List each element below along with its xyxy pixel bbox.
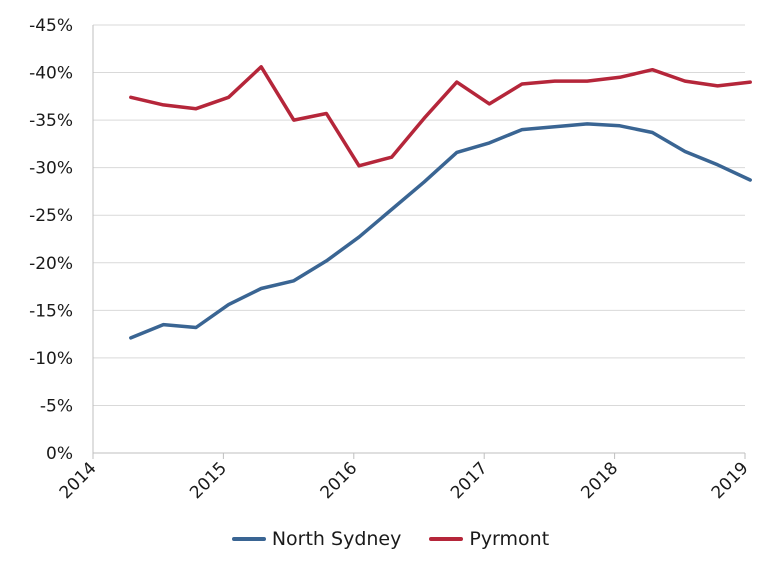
y-tick-label: -15%	[29, 301, 73, 321]
legend-label-pyrmont: Pyrmont	[469, 528, 550, 550]
legend-swatch-north-sydney	[231, 537, 266, 541]
y-tick-label: -25%	[29, 206, 73, 226]
y-tick-label: 0%	[46, 444, 73, 464]
y-tick-label: -5%	[40, 396, 73, 416]
y-axis-ticks: 0% -5% -10% -15% -20% -25% -30% -35% -40% -45%	[29, 16, 73, 464]
series-line-north-sydney	[129, 122, 752, 340]
series-lines	[129, 65, 752, 340]
y-tick-label: -20%	[29, 254, 73, 274]
y-tick-label: -30%	[29, 159, 73, 179]
y-tick-label: -35%	[29, 111, 73, 131]
grid-lines	[92, 24, 745, 454]
y-tick-label: -40%	[29, 64, 73, 84]
y-tick-label: -45%	[29, 16, 73, 36]
legend-swatch-pyrmont	[429, 537, 464, 541]
x-tick-label: 2016	[317, 458, 362, 503]
legend-item-north-sydney: North Sydney	[231, 528, 402, 550]
line-chart: 0% -5% -10% -15% -20% -25% -30% -35% -40% -45% 20…	[29, 16, 753, 503]
x-axis-ticks: 2014 2015 2016 2017 2018 2019	[56, 453, 753, 503]
series-line-pyrmont	[129, 65, 752, 168]
x-tick-label: 2015	[186, 458, 231, 503]
y-tick-label: -10%	[29, 349, 73, 369]
x-tick-label: 2019	[708, 458, 753, 503]
legend-item-pyrmont: Pyrmont	[429, 528, 549, 550]
legend: North Sydney Pyrmont	[0, 528, 781, 550]
x-tick-label: 2017	[447, 458, 492, 503]
x-tick-label: 2014	[56, 458, 101, 503]
x-tick-label: 2018	[577, 458, 622, 503]
legend-label-north-sydney: North Sydney	[271, 528, 402, 550]
